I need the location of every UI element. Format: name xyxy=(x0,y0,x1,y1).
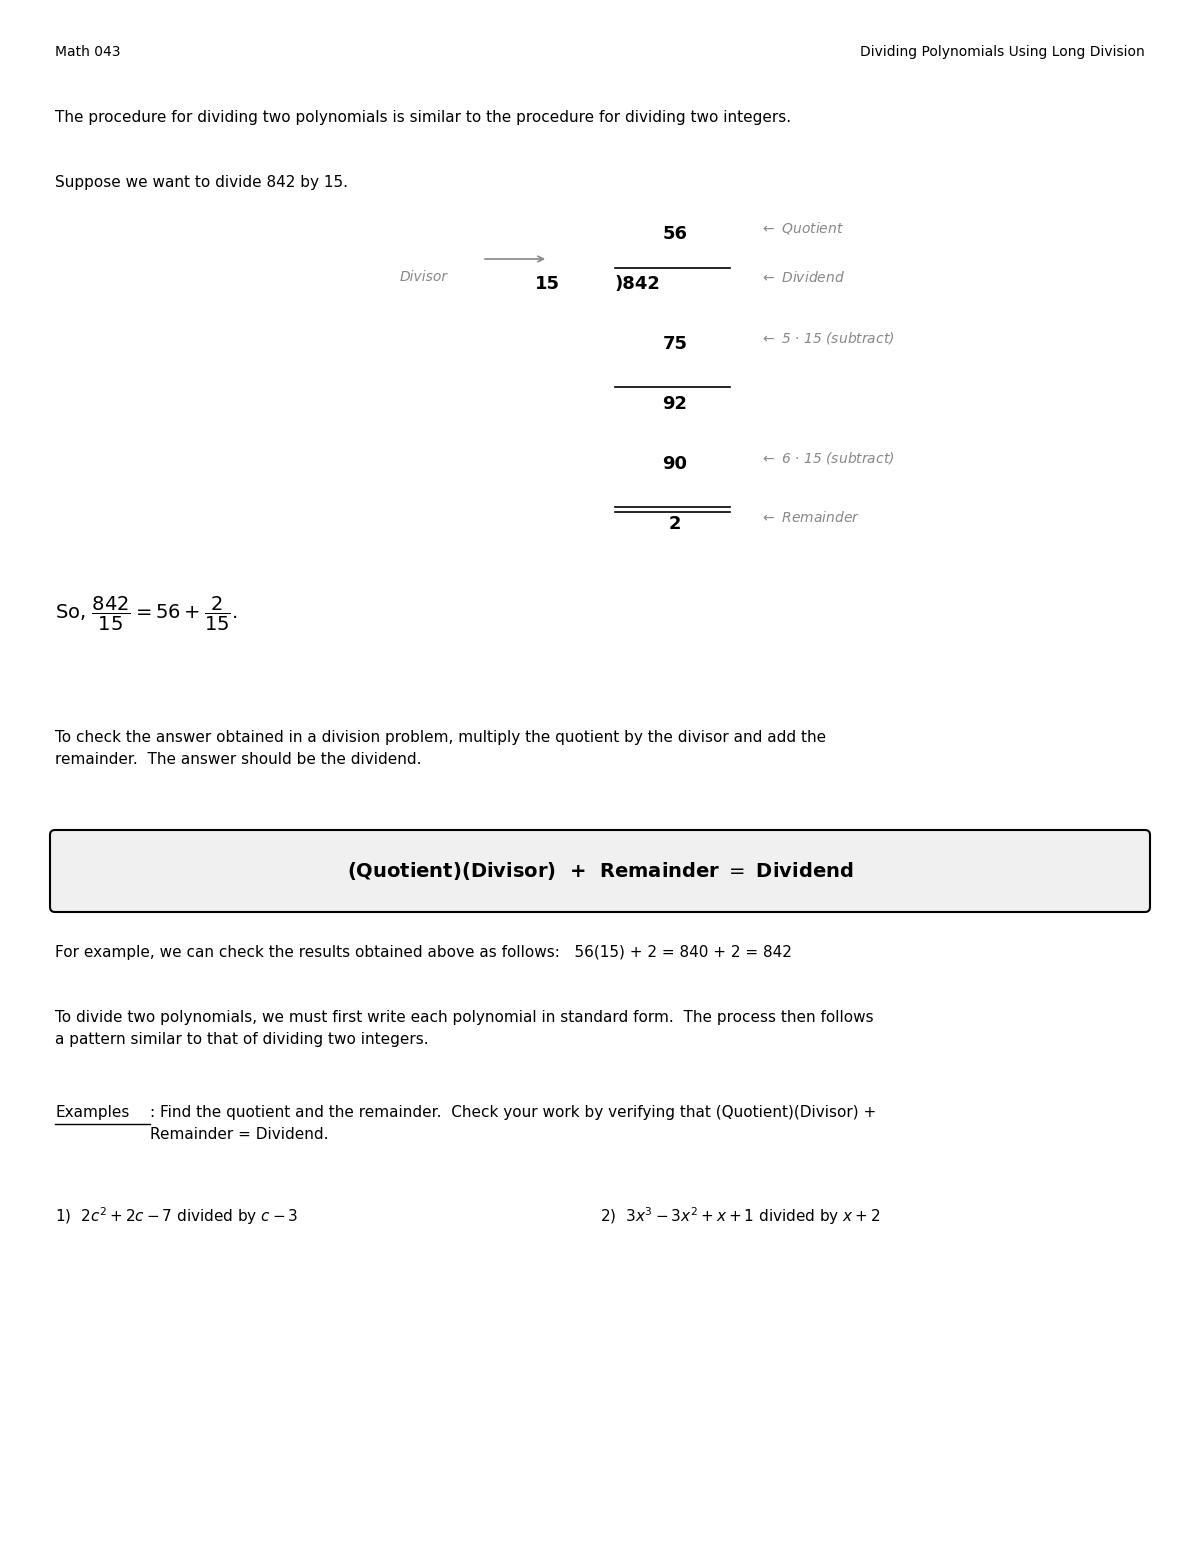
Text: 2)  $3x^3 - 3x^2 + x + 1$ divided by $x + 2$: 2) $3x^3 - 3x^2 + x + 1$ divided by $x +… xyxy=(600,1205,881,1227)
Text: So, $\dfrac{842}{15} = 56 + \dfrac{2}{15}.$: So, $\dfrac{842}{15} = 56 + \dfrac{2}{15… xyxy=(55,595,238,634)
Text: $\leftarrow$ Quotient: $\leftarrow$ Quotient xyxy=(760,221,844,236)
Text: Dividing Polynomials Using Long Division: Dividing Polynomials Using Long Division xyxy=(860,45,1145,59)
Text: (Quotient)(Divisor)  +  Remainder $=$ Dividend: (Quotient)(Divisor) + Remainder $=$ Divi… xyxy=(347,860,853,882)
Text: )842: )842 xyxy=(616,275,661,294)
Text: 56: 56 xyxy=(662,225,688,242)
Text: 75: 75 xyxy=(662,335,688,353)
Text: $\leftarrow$ 5 $\cdot$ 15 (subtract): $\leftarrow$ 5 $\cdot$ 15 (subtract) xyxy=(760,329,894,346)
Text: For example, we can check the results obtained above as follows:   56(15) + 2 = : For example, we can check the results ob… xyxy=(55,944,792,960)
Text: 1)  $2c^2 + 2c - 7$ divided by $c - 3$: 1) $2c^2 + 2c - 7$ divided by $c - 3$ xyxy=(55,1205,299,1227)
Text: 92: 92 xyxy=(662,394,688,413)
Text: To divide two polynomials, we must first write each polynomial in standard form.: To divide two polynomials, we must first… xyxy=(55,1009,874,1047)
Text: Math 043: Math 043 xyxy=(55,45,120,59)
Text: 2: 2 xyxy=(668,516,682,533)
Text: Suppose we want to divide 842 by 15.: Suppose we want to divide 842 by 15. xyxy=(55,175,348,189)
Text: To check the answer obtained in a division problem, multiply the quotient by the: To check the answer obtained in a divisi… xyxy=(55,730,826,767)
Text: 15: 15 xyxy=(535,275,560,294)
Text: Divisor: Divisor xyxy=(400,270,448,284)
Text: : Find the quotient and the remainder.  Check your work by verifying that (Quoti: : Find the quotient and the remainder. C… xyxy=(150,1106,876,1141)
FancyBboxPatch shape xyxy=(50,829,1150,912)
Text: $\leftarrow$ 6 $\cdot$ 15 (subtract): $\leftarrow$ 6 $\cdot$ 15 (subtract) xyxy=(760,450,894,466)
Text: $\leftarrow$ Remainder: $\leftarrow$ Remainder xyxy=(760,509,860,525)
Text: The procedure for dividing two polynomials is similar to the procedure for divid: The procedure for dividing two polynomia… xyxy=(55,110,791,124)
Text: $\leftarrow$ Dividend: $\leftarrow$ Dividend xyxy=(760,270,845,286)
Text: Examples: Examples xyxy=(55,1106,130,1120)
Text: 90: 90 xyxy=(662,455,688,474)
